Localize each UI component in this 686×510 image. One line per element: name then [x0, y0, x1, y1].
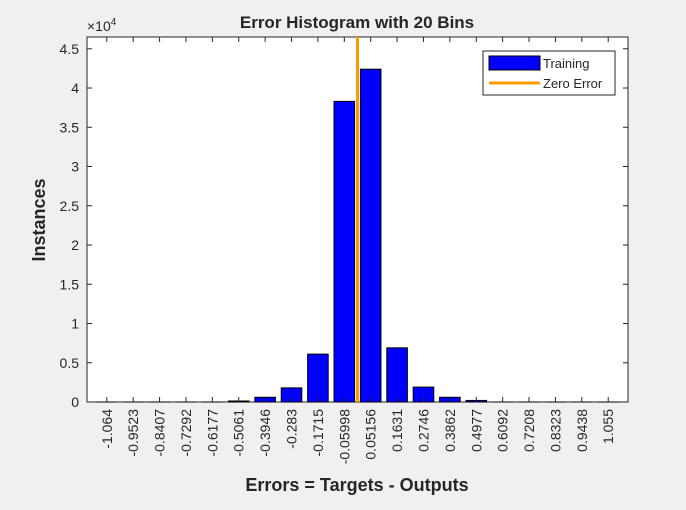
x-axis-label: Errors = Targets - Outputs: [245, 475, 468, 495]
x-tick-label: -0.1715: [310, 409, 326, 457]
x-tick-label: -1.064: [99, 409, 115, 449]
y-tick-label: 3: [71, 159, 79, 175]
x-tick-label: -0.05998: [336, 409, 352, 464]
y-axis-label: Instances: [29, 178, 49, 261]
x-tick-label: 0.2746: [415, 409, 431, 452]
x-tick-label: 0.05156: [363, 409, 379, 460]
y-tick-label: 1.5: [60, 276, 80, 292]
y-tick-label: 2.5: [60, 198, 80, 214]
x-tick-label: -0.8407: [152, 409, 168, 457]
legend-training-swatch: [488, 55, 541, 71]
x-tick-label: -0.6177: [204, 409, 220, 457]
y-exponent-base: ×10: [87, 18, 111, 34]
y-tick-label: 0.5: [60, 355, 80, 371]
legend-zero-error-label: Zero Error: [543, 76, 603, 91]
x-tick-label: -0.283: [284, 409, 300, 449]
x-tick-label: -0.7292: [178, 409, 194, 457]
y-exponent-power: 4: [111, 17, 117, 28]
y-exponent-label: ×104: [87, 17, 117, 34]
y-tick-label: 3.5: [60, 119, 80, 135]
histogram-bar: [386, 347, 408, 403]
legend-training-label: Training: [543, 56, 589, 71]
x-tick-label: 0.6092: [495, 409, 511, 452]
y-tick-label: 0: [71, 394, 79, 410]
legend: Training Zero Error: [482, 50, 616, 96]
x-tick-label: 0.7208: [521, 409, 537, 452]
x-tick-label: 0.8323: [547, 409, 563, 452]
histogram-bar: [307, 353, 329, 403]
y-tick-label: 4.5: [60, 41, 80, 57]
x-tick-label: 0.4977: [468, 409, 484, 452]
x-tick-label: 0.1631: [389, 409, 405, 452]
y-tick-label: 4: [71, 80, 79, 96]
y-tick-label: 1: [71, 316, 79, 332]
x-tick-label: 1.055: [600, 409, 616, 444]
x-tick-label: -0.9523: [125, 409, 141, 457]
chart-title: Error Histogram with 20 Bins: [240, 13, 474, 32]
x-tick-label: -0.5061: [231, 409, 247, 457]
x-tick-label: 0.9438: [574, 409, 590, 452]
histogram-bar: [359, 68, 382, 403]
x-tick-label: -0.3946: [257, 409, 273, 457]
chart-marks: 0 0.5 1 1.5 2 2.5 3 3.5 4 4.5 -1.064 -0.9523 -0.8407…: [60, 37, 628, 464]
x-tick-label: 0.3862: [442, 409, 458, 452]
histogram-bar: [333, 100, 356, 403]
y-tick-label: 2: [71, 237, 79, 253]
